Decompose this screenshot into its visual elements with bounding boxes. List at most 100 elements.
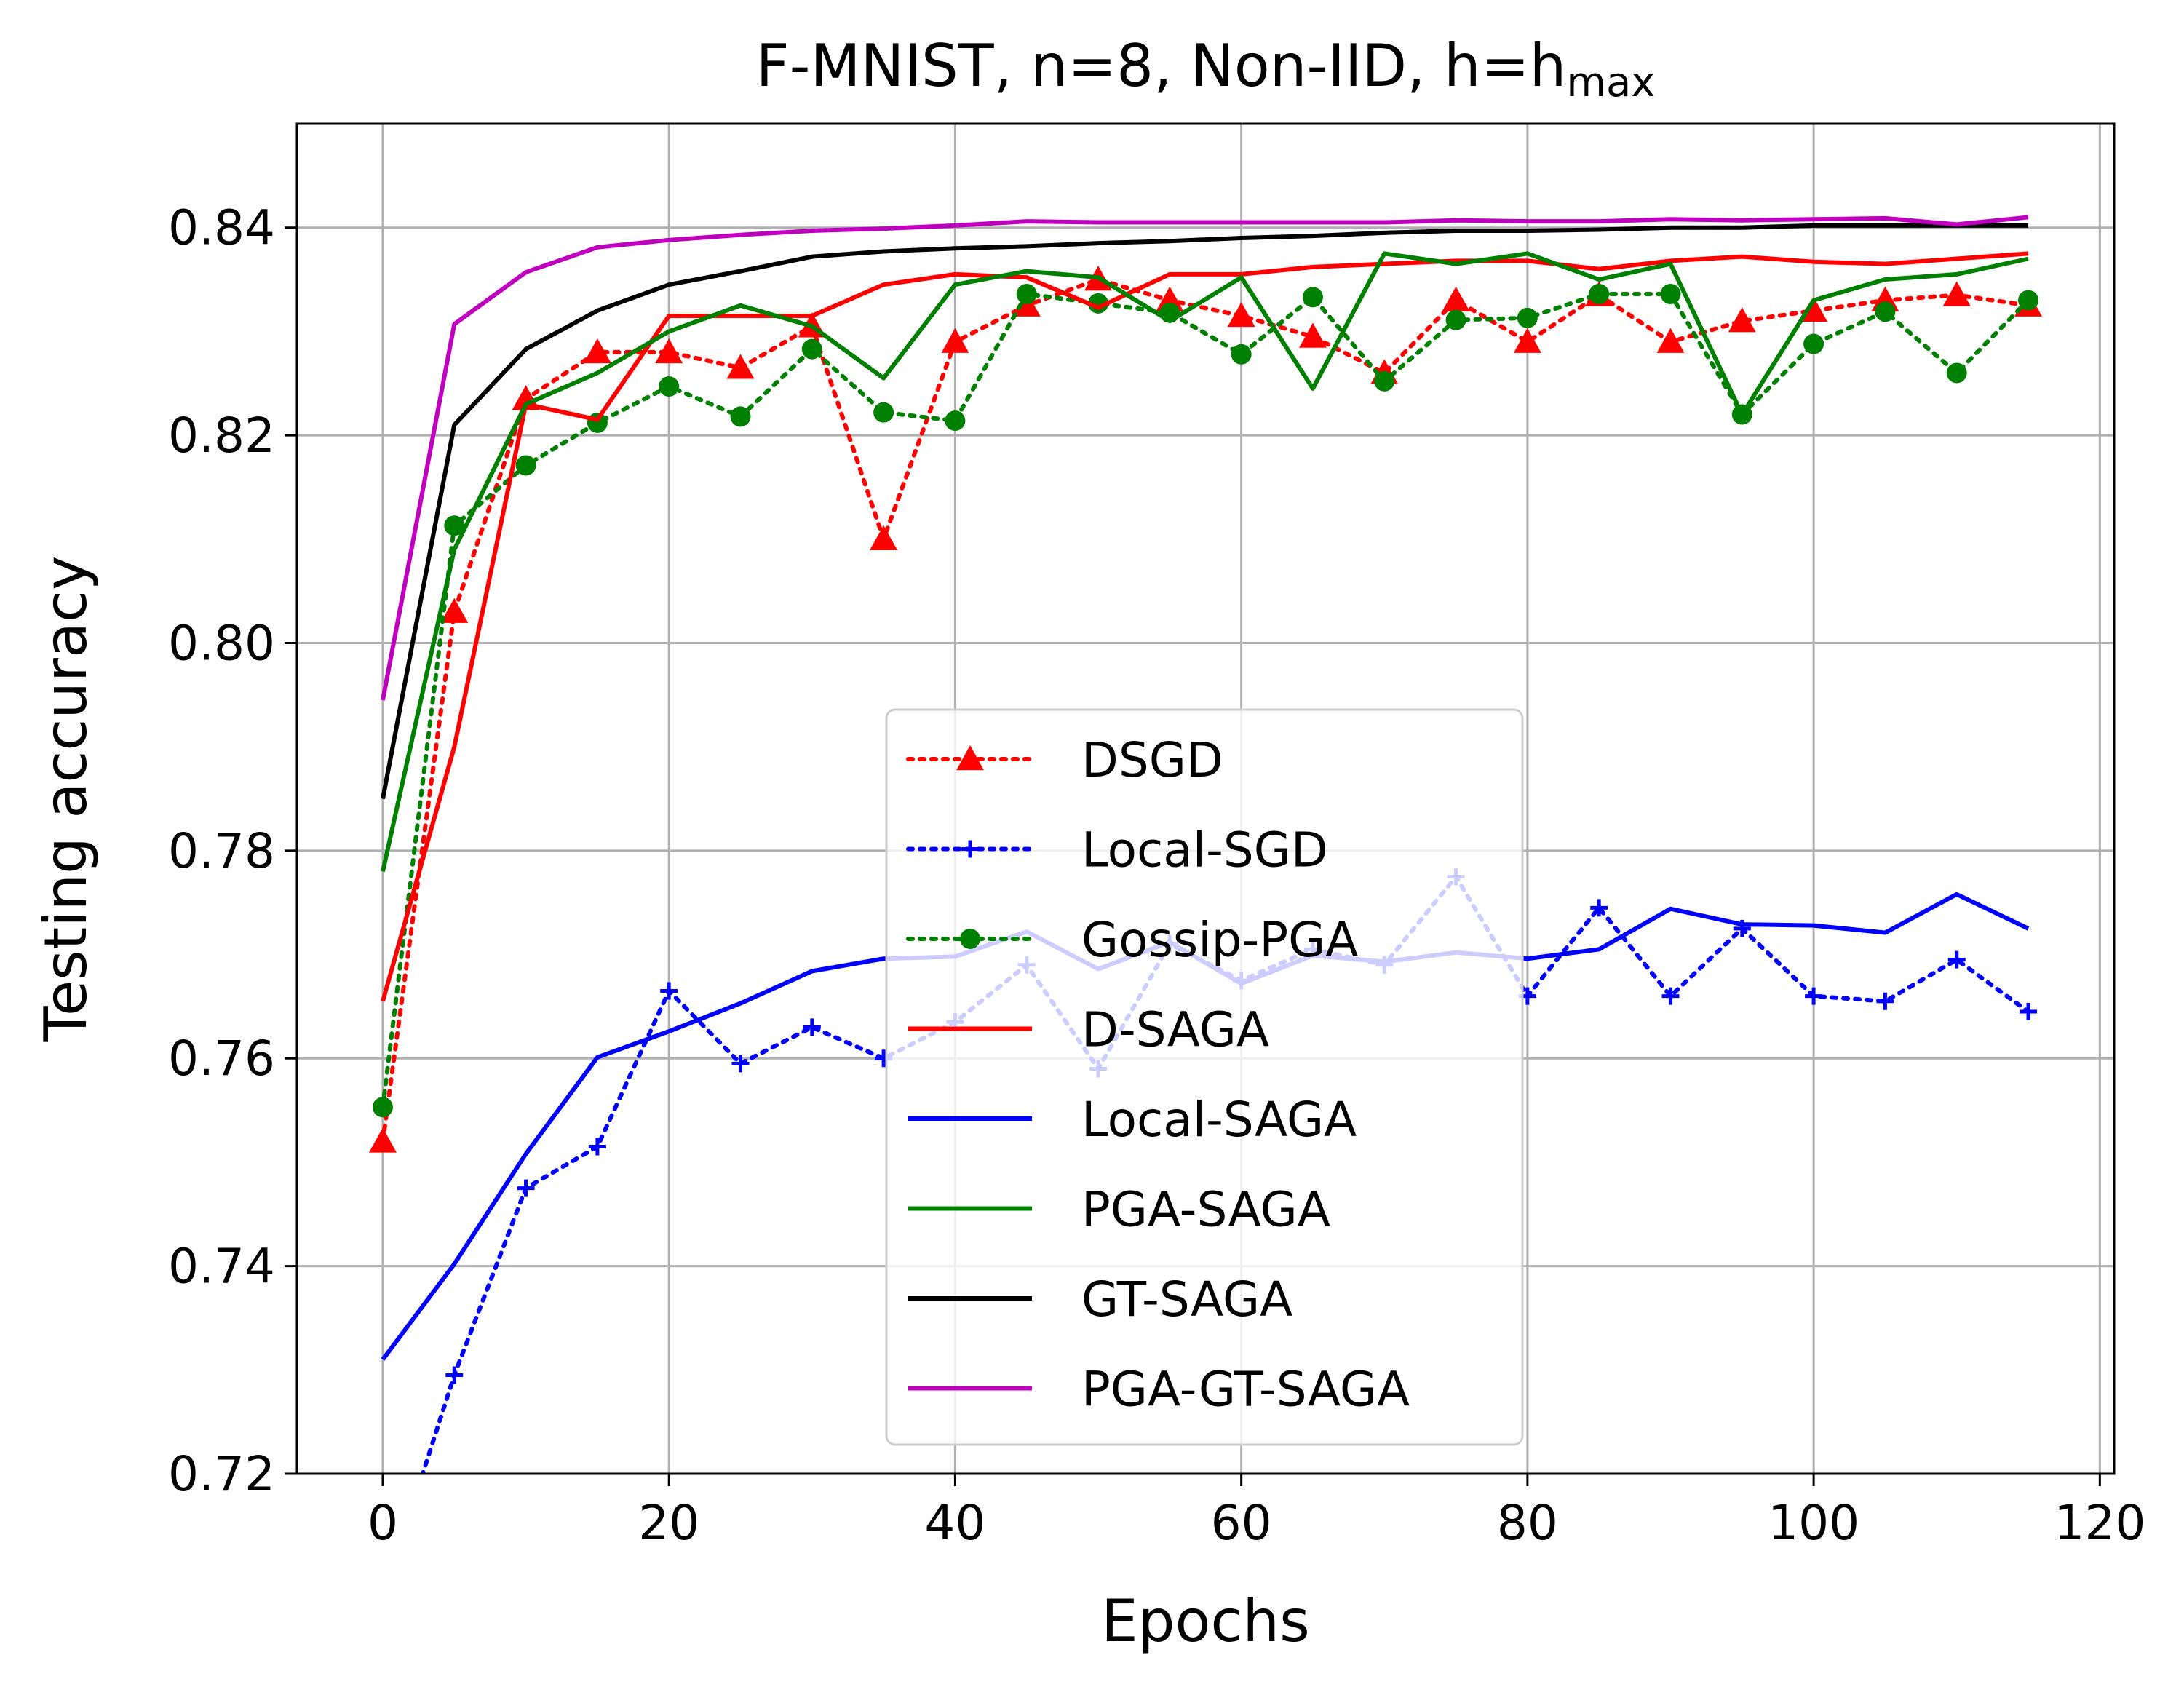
series-pga-gt-saga: [381, 215, 2029, 701]
data-point-gossip-pga: [2018, 290, 2039, 311]
data-point-gossip-pga: [1660, 284, 1681, 305]
x-tick-label: 20: [638, 1495, 699, 1551]
data-point-gossip-pga: [945, 410, 966, 432]
data-point-gossip-pga: [587, 412, 608, 433]
x-tick-label: 40: [924, 1495, 985, 1551]
data-point-gossip-pga: [730, 406, 751, 427]
data-point-local-sgd: [517, 1179, 535, 1197]
x-axis-label: Epochs: [1101, 1587, 1310, 1655]
data-point-gossip-pga: [1445, 309, 1466, 330]
x-tick-label: 60: [1211, 1495, 1272, 1551]
legend-label-dsgd: DSGD: [1081, 732, 1223, 788]
series-line-pga-gt-saga: [381, 215, 2029, 701]
legend-item-local-saga: Local-SAGA: [908, 1092, 1357, 1148]
data-point-local-sgd: [1876, 992, 1894, 1010]
data-point-local-sgd: [1947, 950, 1966, 969]
data-point-dsgd: [870, 525, 898, 550]
series-line-d-saga: [381, 251, 2029, 1002]
data-point-dsgd: [1513, 328, 1541, 353]
data-point-gossip-pga: [1088, 293, 1109, 314]
data-point-gossip-pga: [515, 455, 536, 476]
data-point-dsgd: [1800, 296, 1828, 322]
legend-label-pga-saga: PGA-SAGA: [1081, 1182, 1330, 1238]
data-point-dsgd: [440, 598, 469, 623]
data-point-gossip-pga: [1875, 301, 1896, 322]
y-tick-label: 0.82: [168, 408, 275, 464]
legend-label-pga-gt-saga: PGA-GT-SAGA: [1081, 1362, 1410, 1418]
legend-item-gossip-pga: Gossip-PGA: [906, 912, 1358, 968]
x-tick-label: 100: [1768, 1495, 1859, 1551]
data-point-dsgd: [1656, 328, 1685, 353]
data-point-dsgd: [1728, 307, 1756, 333]
data-point-local-sgd: [1590, 899, 1608, 917]
legend-marker-gossip-pga: [960, 929, 980, 949]
data-point-gossip-pga: [801, 338, 822, 360]
legend-item-dsgd: DSGD: [906, 732, 1223, 788]
y-tick-label: 0.84: [168, 200, 275, 256]
legend-label-d-saga: D-SAGA: [1081, 1002, 1269, 1058]
data-point-dsgd: [368, 1127, 397, 1153]
data-point-dsgd: [1298, 322, 1327, 348]
series-line-pga-saga: [381, 251, 2029, 873]
data-point-local-sgd: [588, 1138, 606, 1156]
data-point-gossip-pga: [1946, 362, 1967, 384]
data-point-gossip-pga: [1302, 287, 1323, 308]
legend-label-gt-saga: GT-SAGA: [1081, 1271, 1292, 1327]
data-point-gossip-pga: [659, 376, 680, 397]
data-point-gossip-pga: [873, 402, 894, 423]
y-tick-label: 0.72: [168, 1446, 275, 1502]
data-point-gossip-pga: [444, 515, 465, 536]
data-point-local-sgd: [1733, 919, 1751, 937]
data-point-dsgd: [655, 338, 683, 364]
legend-item-pga-saga: PGA-SAGA: [908, 1182, 1330, 1238]
x-tick-label: 80: [1497, 1495, 1558, 1551]
series-dsgd: [368, 266, 2043, 1153]
plot-frame: [295, 122, 2116, 1475]
legend-label-local-saga: Local-SAGA: [1081, 1092, 1357, 1148]
data-point-local-sgd: [1661, 987, 1680, 1005]
data-point-dsgd: [1156, 286, 1184, 311]
data-point-local-sgd: [1805, 987, 1823, 1005]
data-point-gossip-pga: [1589, 284, 1610, 305]
series-pga-saga: [381, 251, 2029, 873]
data-point-gossip-pga: [1517, 307, 1538, 328]
data-point-dsgd: [583, 338, 611, 364]
chart-title-main: F-MNIST, n=8, Non-IID, h=h: [756, 32, 1567, 100]
series-line-gt-saga: [381, 223, 2029, 800]
legend: DSGD Local-SGD Gossip-PGA D-SAGA Local-SAGA P…: [885, 708, 1524, 1446]
x-tick-label: 0: [368, 1495, 398, 1551]
data-point-dsgd: [1942, 281, 1971, 306]
y-tick-label: 0.78: [168, 823, 275, 879]
data-point-local-sgd: [803, 1018, 821, 1036]
data-point-dsgd: [1442, 286, 1470, 311]
y-tick-label: 0.74: [168, 1239, 275, 1295]
series-gt-saga: [381, 223, 2029, 800]
data-point-dsgd: [941, 328, 969, 353]
data-point-gossip-pga: [1374, 370, 1395, 392]
legend-label-local-sgd: Local-SGD: [1081, 822, 1328, 878]
y-tick-label: 0.80: [168, 615, 275, 671]
data-point-gossip-pga: [1803, 333, 1824, 354]
y-axis-label: Testing accuracy: [32, 556, 100, 1043]
legend-box: [885, 708, 1524, 1446]
legend-item-local-sgd: Local-SGD: [906, 822, 1328, 878]
data-point-gossip-pga: [1016, 284, 1037, 305]
legend-label-gossip-pga: Gossip-PGA: [1081, 912, 1358, 968]
data-point-local-sgd: [731, 1055, 750, 1073]
data-point-local-sgd: [2020, 1003, 2038, 1021]
legend-item-d-saga: D-SAGA: [908, 1002, 1269, 1058]
data-point-gossip-pga: [1231, 344, 1252, 365]
legend-item-pga-gt-saga: PGA-GT-SAGA: [908, 1362, 1410, 1418]
data-point-local-sgd: [445, 1366, 464, 1384]
legend-marker-dsgd: [956, 745, 984, 771]
series-gossip-pga: [372, 284, 2039, 1118]
chart-title-subscript: max: [1566, 59, 1655, 106]
chart-title: F-MNIST, n=8, Non-IID, h=hmax: [756, 32, 1656, 106]
data-point-dsgd: [726, 354, 755, 379]
data-point-gossip-pga: [372, 1097, 393, 1118]
legend-marker-local-sgd: [961, 840, 979, 858]
x-tick-label: 120: [2054, 1495, 2145, 1551]
series-line-dsgd: [380, 277, 2031, 1144]
legend-item-gt-saga: GT-SAGA: [908, 1271, 1292, 1327]
